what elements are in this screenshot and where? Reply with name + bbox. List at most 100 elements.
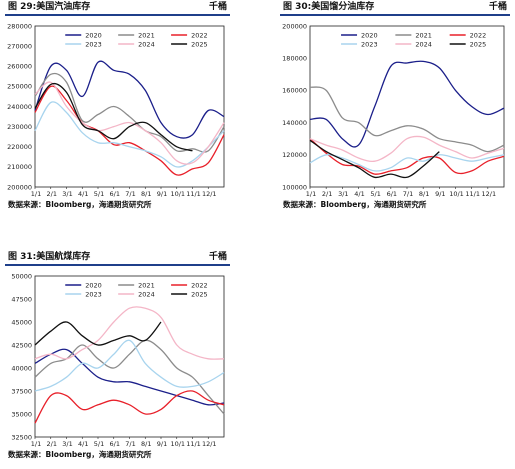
series-line-2025 — [34, 82, 193, 152]
y-tick-label: 120000 — [282, 151, 307, 159]
legend-label-2023: 2023 — [361, 40, 378, 48]
x-tick-label: 4/1 — [354, 190, 364, 198]
y-tick-label: 210000 — [7, 163, 32, 171]
x-tick-label: 10/1 — [170, 440, 185, 448]
x-tick-label: 1/1 — [31, 440, 41, 448]
x-tick-label: 8/1 — [141, 440, 151, 448]
x-tick-label: 11/1 — [186, 440, 201, 448]
chart-source: 数据来源：Bloomberg，海通期货研究所 — [8, 450, 152, 459]
y-tick-label: 47500 — [11, 295, 32, 303]
x-tick-label: 9/1 — [435, 190, 445, 198]
series-line-2023 — [34, 339, 225, 392]
chart-unit: 千桶 — [208, 252, 227, 262]
chart-title: 图 31:美国航煤库存 — [8, 252, 91, 262]
legend-label-2025: 2025 — [191, 40, 208, 48]
y-tick-label: 160000 — [282, 87, 307, 95]
y-tick-label: 42500 — [11, 341, 32, 349]
chart-header: 图 31:美国航煤库存 千桶 — [5, 250, 230, 266]
y-tick-label: 45000 — [11, 318, 32, 326]
y-tick-label: 260000 — [7, 63, 32, 71]
legend-label-2021: 2021 — [415, 31, 432, 39]
series-line-2025 — [34, 321, 162, 346]
chart-header: 图 29:美国汽油库存 千桶 — [5, 0, 230, 16]
y-tick-label: 230000 — [7, 123, 32, 131]
series-line-2022 — [34, 85, 225, 176]
legend-label-2025: 2025 — [470, 40, 487, 48]
chart-unit: 千桶 — [208, 2, 227, 12]
y-tick-label: 240000 — [7, 103, 32, 111]
series-line-2023 — [34, 101, 225, 168]
series-line-2025 — [309, 139, 440, 179]
series-line-2021 — [34, 339, 225, 415]
series-line-2020 — [34, 60, 225, 139]
legend-label-2024: 2024 — [138, 40, 155, 48]
y-tick-label: 40000 — [11, 364, 32, 372]
legend-label-2023: 2023 — [85, 40, 102, 48]
series-line-2021 — [34, 72, 225, 153]
legend-label-2025: 2025 — [191, 290, 208, 298]
jet-fuel-inventory-chart: 32500 35000 37500 40000 42500 45000 47500 50000… — [11, 272, 225, 448]
y-tick-label: 280000 — [7, 22, 32, 30]
y-tick-label: 100000 — [282, 183, 307, 191]
x-tick-label: 4/1 — [78, 190, 88, 198]
legend-label-2024: 2024 — [415, 40, 432, 48]
plot-frame — [34, 275, 225, 438]
legend-label-2021: 2021 — [138, 31, 155, 39]
chart-source: 数据来源：Bloomberg，海通期货研究所 — [8, 200, 152, 209]
legend-label-2020: 2020 — [85, 31, 102, 39]
plot-frame — [34, 25, 225, 188]
y-tick-label: 35000 — [11, 410, 32, 418]
legend-label-2021: 2021 — [138, 281, 155, 289]
x-tick-label: 9/1 — [157, 190, 167, 198]
x-tick-label: 6/1 — [387, 190, 397, 198]
x-tick-label: 2/1 — [322, 190, 332, 198]
series-line-2024 — [34, 306, 225, 360]
x-tick-label: 7/1 — [403, 190, 413, 198]
x-tick-label: 2/1 — [47, 440, 57, 448]
series-line-2023 — [309, 153, 505, 172]
series-line-2024 — [309, 135, 505, 163]
legend-label-2023: 2023 — [85, 290, 102, 298]
x-tick-label: 8/1 — [419, 190, 429, 198]
series-line-2024 — [34, 81, 225, 165]
x-tick-label: 1/1 — [31, 190, 41, 198]
x-tick-label: 10/1 — [449, 190, 464, 198]
x-tick-label: 6/1 — [110, 440, 120, 448]
series-line-2022 — [309, 138, 505, 175]
legend-label-2022: 2022 — [191, 281, 208, 289]
series-line-2022 — [34, 390, 225, 424]
x-tick-label: 5/1 — [94, 190, 104, 198]
y-tick-label: 180000 — [282, 55, 307, 63]
chart-panel-distillate: 图 30:美国馏分油库存 千桶 100000 120000 140000 160000… — [280, 0, 510, 218]
x-tick-label: 6/1 — [110, 190, 120, 198]
y-tick-label: 50000 — [11, 272, 32, 280]
y-tick-label: 200000 — [7, 183, 32, 191]
series-line-2020 — [34, 348, 225, 406]
x-tick-label: 11/1 — [465, 190, 480, 198]
chart-unit: 千桶 — [488, 2, 507, 12]
y-tick-label: 37500 — [11, 387, 32, 395]
x-tick-label: 3/1 — [62, 440, 72, 448]
x-tick-label: 4/1 — [78, 440, 88, 448]
chart-panel-jet-fuel: 图 31:美国航煤库存 千桶 32500 35000 37500 40000 42500… — [5, 250, 230, 465]
y-tick-label: 32500 — [11, 433, 32, 441]
legend-label-2022: 2022 — [191, 31, 208, 39]
x-tick-label: 12/1 — [202, 190, 217, 198]
x-tick-label: 12/1 — [482, 190, 497, 198]
gasoline-inventory-chart: 200000 210000 220000 230000 240000 250000 2600… — [7, 22, 225, 198]
distillate-inventory-chart: 100000 120000 140000 160000 180000 200000 1/1 2… — [282, 22, 505, 198]
legend-label-2020: 2020 — [85, 281, 102, 289]
x-tick-label: 3/1 — [62, 190, 72, 198]
x-tick-label: 8/1 — [141, 190, 151, 198]
chart-source: 数据来源：Bloomberg，海通期货研究所 — [283, 200, 427, 209]
x-tick-label: 1/1 — [306, 190, 316, 198]
x-tick-label: 7/1 — [125, 190, 135, 198]
x-tick-label: 5/1 — [370, 190, 380, 198]
y-tick-label: 250000 — [7, 83, 32, 91]
x-tick-label: 11/1 — [186, 190, 201, 198]
chart-title: 图 29:美国汽油库存 — [8, 2, 91, 12]
chart-header: 图 30:美国馏分油库存 千桶 — [280, 0, 510, 16]
x-tick-label: 2/1 — [47, 190, 57, 198]
series-line-2021 — [309, 86, 505, 153]
series-line-2020 — [309, 60, 505, 148]
